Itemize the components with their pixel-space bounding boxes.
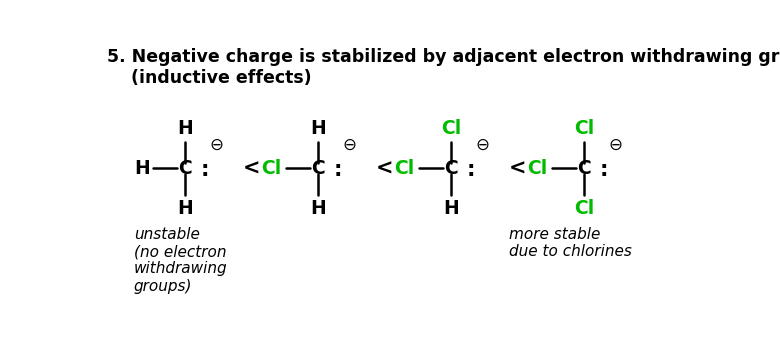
Text: :: : bbox=[334, 160, 342, 180]
Text: <: < bbox=[243, 159, 261, 179]
Text: H: H bbox=[310, 199, 326, 218]
Text: unstable
(no electron
withdrawing
groups): unstable (no electron withdrawing groups… bbox=[134, 227, 228, 294]
Text: :: : bbox=[467, 160, 475, 180]
Text: H: H bbox=[134, 159, 150, 178]
Text: ⊖: ⊖ bbox=[608, 136, 622, 153]
Text: ⊖: ⊖ bbox=[476, 136, 490, 153]
Text: more stable
due to chlorines: more stable due to chlorines bbox=[509, 227, 632, 259]
Text: H: H bbox=[177, 119, 193, 138]
Text: Cl: Cl bbox=[441, 119, 461, 138]
Text: Cl: Cl bbox=[527, 159, 548, 178]
Text: C: C bbox=[577, 159, 591, 178]
Text: C: C bbox=[445, 159, 458, 178]
Text: :: : bbox=[201, 160, 209, 180]
Text: <: < bbox=[376, 159, 393, 179]
Text: :: : bbox=[600, 160, 608, 180]
Text: <: < bbox=[509, 159, 526, 179]
Text: H: H bbox=[310, 119, 326, 138]
Text: 5. Negative charge is stabilized by adjacent electron withdrawing groups: 5. Negative charge is stabilized by adja… bbox=[107, 48, 780, 66]
Text: (inductive effects): (inductive effects) bbox=[107, 69, 311, 87]
Text: H: H bbox=[177, 199, 193, 218]
Text: C: C bbox=[179, 159, 192, 178]
Text: Cl: Cl bbox=[394, 159, 414, 178]
Text: C: C bbox=[311, 159, 325, 178]
Text: Cl: Cl bbox=[574, 199, 594, 218]
Text: Cl: Cl bbox=[574, 119, 594, 138]
Text: ⊖: ⊖ bbox=[210, 136, 224, 153]
Text: ⊖: ⊖ bbox=[342, 136, 356, 153]
Text: H: H bbox=[443, 199, 459, 218]
Text: Cl: Cl bbox=[261, 159, 282, 178]
